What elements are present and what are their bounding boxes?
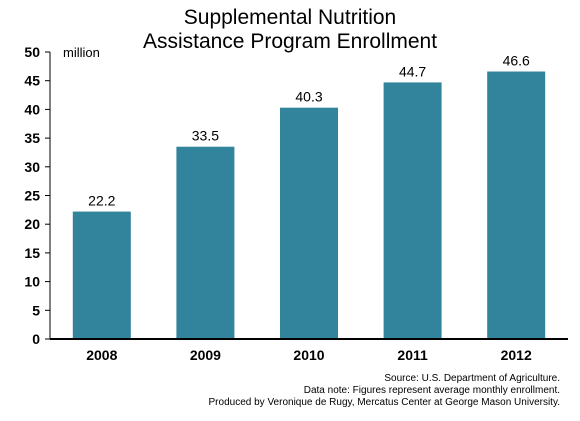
source-notes: Source: U.S. Department of Agriculture. … [209, 373, 560, 409]
produced-by-line: Produced by Veronique de Rugy, Mercatus … [208, 397, 560, 408]
chart-title: Supplemental Nutrition Assistance Progra… [0, 6, 580, 54]
bar-2011 [383, 82, 442, 339]
data-label-2008: 22.2 [88, 193, 115, 209]
chart-title-line-1: Supplemental Nutrition [183, 6, 397, 29]
y-tick-label: 0 [32, 331, 40, 347]
bar-2012 [487, 71, 546, 340]
y-tick-label: 15 [24, 245, 40, 261]
y-tick-label: 40 [24, 101, 40, 117]
data-note-line: Data note: Figures represent average mon… [303, 385, 560, 396]
y-tick-label: 25 [24, 188, 40, 204]
y-tick-label: 5 [32, 302, 40, 318]
data-label-2010: 40.3 [295, 89, 322, 105]
y-unit-label: million [63, 45, 100, 60]
bar-2010 [280, 107, 338, 339]
bar-2009 [176, 146, 235, 339]
source-line: Source: U.S. Department of Agriculture. [384, 373, 560, 384]
x-tick-label-2008: 2008 [86, 347, 117, 363]
y-tick-label: 50 [24, 44, 40, 60]
bar-chart: 0 5 10 15 20 25 30 35 40 45 50 million 22.2 2008 33.5 2… [24, 44, 568, 363]
y-tick-label: 10 [24, 274, 40, 290]
chart-title-line-2: Assistance Program Enrollment [142, 30, 438, 53]
data-label-2009: 33.5 [192, 128, 219, 144]
x-tick-label-2010: 2010 [293, 347, 324, 363]
x-tick-label-2009: 2009 [190, 347, 221, 363]
y-tick-label: 35 [24, 130, 40, 146]
y-tick-label: 30 [24, 159, 40, 175]
y-tick-label: 45 [24, 73, 40, 89]
bar-2008 [72, 211, 131, 339]
x-tick-label-2011: 2011 [397, 347, 428, 363]
x-tick-label-2012: 2012 [501, 347, 532, 363]
y-tick-label: 20 [24, 216, 40, 232]
data-label-2011: 44.7 [399, 63, 426, 79]
data-label-2012: 46.6 [503, 53, 530, 69]
